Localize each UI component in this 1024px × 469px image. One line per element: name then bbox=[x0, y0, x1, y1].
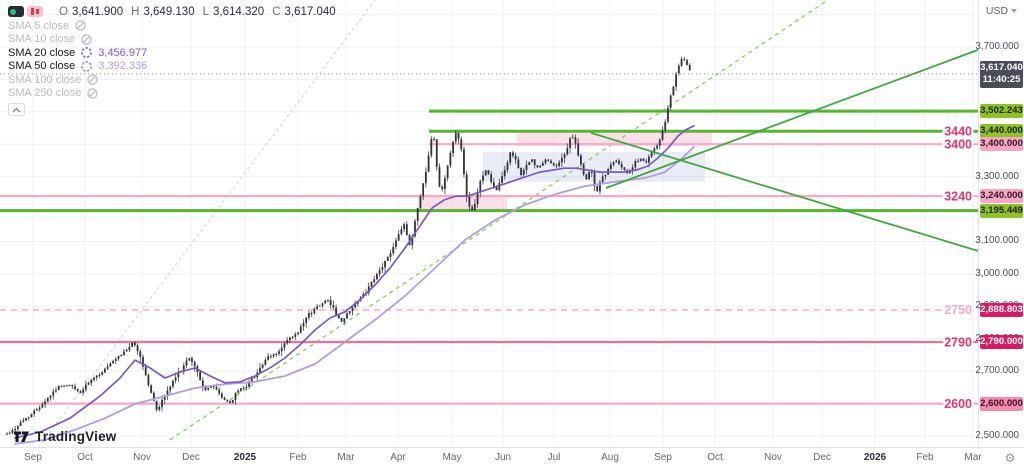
time-scale-label: Apr bbox=[390, 452, 406, 463]
time-scale-label: Feb bbox=[916, 452, 934, 463]
gridlines bbox=[0, 0, 978, 447]
open-value: 3,641.900 bbox=[71, 5, 124, 18]
indicator-label: SMA 5 close bbox=[8, 19, 70, 32]
price-level-badge: 2,790.000 bbox=[980, 334, 1023, 349]
axis-settings-gear-icon[interactable]: ⚙ bbox=[1004, 451, 1016, 465]
low-label: L bbox=[202, 5, 210, 18]
indicator-label: SMA 250 close bbox=[8, 87, 82, 100]
price-level-badge: 3,240.000 bbox=[980, 189, 1023, 204]
time-scale-label: Dec bbox=[182, 452, 200, 463]
eye-hidden-icon[interactable] bbox=[74, 19, 87, 32]
time-scale-label: Sep bbox=[24, 452, 42, 463]
indicator-row-sma100[interactable]: SMA 100 close bbox=[8, 73, 336, 87]
time-scale-label: Oct bbox=[707, 452, 723, 463]
time-scale-label: Feb bbox=[289, 452, 307, 463]
price-scale-label: 2,500.000 bbox=[975, 429, 1019, 441]
time-scale-label: Aug bbox=[601, 452, 619, 463]
time-scale-label: Dec bbox=[813, 452, 831, 463]
price-level-badge: 3,440.000 bbox=[980, 124, 1023, 139]
indicator-row-sma5[interactable]: SMA 5 close bbox=[8, 19, 336, 33]
time-scale-label: Mar bbox=[964, 452, 982, 463]
price-level-badge: 2,600.000 bbox=[980, 396, 1023, 411]
legend-collapse-button[interactable] bbox=[8, 103, 25, 116]
indicator-value: 3,456.977 bbox=[98, 46, 148, 59]
eye-hidden-icon[interactable] bbox=[80, 33, 93, 46]
symbol-ohlc-row[interactable]: O 3,641.900 H 3,649.130 L 3,614.320 C 3,617.… bbox=[8, 4, 336, 19]
time-scale-label: 2026 bbox=[863, 452, 887, 463]
steep-dashed-trendline bbox=[41, 0, 376, 444]
time-scale-label: 2025 bbox=[233, 452, 257, 463]
indicator-label: SMA 20 close bbox=[8, 46, 76, 59]
indicator-loading-icon[interactable] bbox=[80, 46, 93, 59]
indicator-value: 3,392.336 bbox=[98, 60, 148, 73]
level-3240-label: 3240 bbox=[944, 189, 972, 203]
high-value: 3,649.130 bbox=[143, 5, 195, 18]
current-price-badge: 3,617.040 11:40:25 bbox=[980, 60, 1023, 88]
sma-50-line[interactable] bbox=[14, 145, 695, 445]
chevron-down-icon bbox=[1011, 9, 1018, 13]
instrument-icons bbox=[8, 6, 43, 17]
tradingview-logo[interactable]: TradingView bbox=[13, 429, 116, 444]
trendlines-front[interactable] bbox=[590, 48, 978, 252]
chart-style-icon bbox=[27, 6, 43, 17]
indicator-row-sma10[interactable]: SMA 10 close bbox=[8, 33, 336, 47]
chart-legend: O 3,641.900 H 3,649.130 L 3,614.320 C 3,617.… bbox=[8, 4, 336, 116]
indicator-loading-icon[interactable] bbox=[80, 60, 93, 73]
currency-selector[interactable]: USD bbox=[979, 3, 1024, 19]
indicator-row-sma250[interactable]: SMA 250 close bbox=[8, 87, 336, 101]
time-scale-label: Oct bbox=[77, 452, 93, 463]
instrument-icon bbox=[8, 6, 24, 17]
price-level-badge: 2,888.803 bbox=[980, 302, 1023, 317]
time-axis[interactable]: ⚙ Sep Oct Nov Dec 2025 Feb Mar Apr May Jun Jul Aug S… bbox=[0, 447, 1024, 469]
low-value: 3,614.320 bbox=[213, 5, 265, 18]
time-scale-label: Nov bbox=[764, 452, 782, 463]
price-scale-label: 3,000.000 bbox=[975, 267, 1019, 279]
chevron-up-icon bbox=[12, 107, 21, 112]
time-scale-label: May bbox=[442, 452, 462, 463]
sma-20-line[interactable] bbox=[14, 124, 695, 439]
price-scale-label: 3,100.000 bbox=[975, 235, 1019, 247]
trendlines-back[interactable] bbox=[41, 0, 829, 444]
open-label: O bbox=[59, 5, 68, 18]
eye-hidden-icon[interactable] bbox=[86, 73, 99, 86]
price-scale-label: 2,700.000 bbox=[975, 365, 1019, 377]
time-scale-label: Jul bbox=[547, 452, 561, 463]
time-scale-label: Mar bbox=[337, 452, 355, 463]
level-2600-label: 2600 bbox=[944, 397, 972, 411]
indicator-label: SMA 100 close bbox=[8, 73, 82, 86]
demand-zone-3240 bbox=[418, 194, 507, 210]
price-scale-label: 3,300.000 bbox=[975, 170, 1019, 182]
descending-trendline bbox=[590, 132, 978, 252]
rally-dashed-trendline bbox=[169, 0, 829, 441]
level-3400-label: 3400 bbox=[944, 138, 972, 152]
tradingview-mark-icon bbox=[14, 431, 29, 442]
price-level-badge: 3,502.243 bbox=[980, 104, 1023, 119]
indicator-row-sma20[interactable]: SMA 20 close 3,456.977 bbox=[8, 46, 336, 60]
price-axis[interactable]: USD 3,617.040 11:40:25 3,700.000 3,300.00… bbox=[975, 0, 1024, 447]
level-2888-dashed-label: 2750 bbox=[944, 303, 972, 317]
resistance-3440-label: 3440 bbox=[944, 125, 972, 139]
level-2790-label: 2790 bbox=[944, 335, 972, 349]
time-scale-label: Nov bbox=[133, 452, 151, 463]
price-level-badge: 3,195.449 bbox=[980, 203, 1023, 218]
indicator-label: SMA 10 close bbox=[8, 33, 76, 46]
close-label: C bbox=[272, 5, 281, 18]
currency-label: USD bbox=[985, 5, 1009, 17]
indicator-row-sma50[interactable]: SMA 50 close 3,392.336 bbox=[8, 60, 336, 74]
time-scale-label: Jun bbox=[494, 452, 512, 463]
indicator-label: SMA 50 close bbox=[8, 60, 76, 73]
ascending-trendline bbox=[605, 48, 978, 189]
price-level-badge: 3,400.000 bbox=[980, 137, 1023, 152]
high-label: H bbox=[131, 5, 140, 18]
brand-name: TradingView bbox=[35, 429, 117, 444]
current-price-value: 3,617.040 bbox=[980, 61, 1023, 73]
bar-countdown: 11:40:25 bbox=[982, 74, 1021, 86]
price-scale-label: 3,700.000 bbox=[975, 41, 1019, 52]
time-scale-label: Sep bbox=[654, 452, 672, 463]
eye-hidden-icon[interactable] bbox=[86, 87, 99, 100]
close-value: 3,617.040 bbox=[284, 5, 336, 18]
